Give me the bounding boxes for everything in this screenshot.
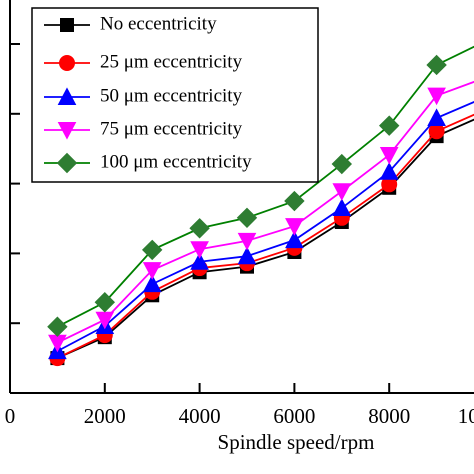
legend-label: 75 μm eccentricity bbox=[100, 118, 243, 139]
series-line bbox=[57, 118, 474, 359]
legend-label: 50 μm eccentricity bbox=[100, 85, 243, 106]
marker bbox=[237, 246, 257, 265]
legend-marker bbox=[59, 55, 75, 71]
marker bbox=[141, 239, 163, 261]
legend-box bbox=[31, 7, 319, 183]
legend-marker bbox=[57, 87, 77, 105]
series-line bbox=[57, 113, 474, 359]
marker bbox=[427, 87, 446, 106]
marker bbox=[285, 230, 304, 249]
x-tick-label: 10000 bbox=[458, 404, 474, 428]
marker bbox=[190, 241, 209, 259]
legend: No eccentricity 25 μm eccentricity 50 μm e… bbox=[31, 7, 319, 183]
x-tick-label: 4000 bbox=[179, 404, 221, 428]
legend-label: 25 μm eccentricity bbox=[100, 51, 243, 72]
marker bbox=[236, 207, 258, 229]
legend-marker bbox=[60, 18, 74, 32]
x-tick-label: 2000 bbox=[84, 404, 126, 428]
series-line bbox=[56, 45, 474, 328]
marker bbox=[332, 183, 352, 201]
marker bbox=[428, 123, 445, 140]
legend-label: No eccentricity bbox=[100, 13, 217, 34]
marker bbox=[426, 54, 447, 76]
x-tick-label: 0 bbox=[5, 404, 16, 428]
legend-marker bbox=[56, 152, 78, 174]
legend-label: 100 μm eccentricity bbox=[100, 151, 252, 172]
x-tick-label: 6000 bbox=[273, 404, 315, 428]
series-line bbox=[57, 80, 474, 344]
marker bbox=[237, 232, 257, 251]
marker bbox=[331, 153, 353, 175]
marker bbox=[142, 262, 162, 280]
marker bbox=[378, 115, 400, 136]
marker bbox=[379, 146, 399, 165]
marker bbox=[332, 198, 352, 217]
marker bbox=[47, 316, 68, 337]
marker bbox=[285, 218, 304, 236]
marker bbox=[427, 108, 446, 126]
x-axis-label: Spindle speed/rpm bbox=[218, 430, 375, 454]
marker bbox=[284, 190, 305, 212]
marker bbox=[142, 274, 162, 293]
marker bbox=[190, 252, 209, 270]
marker bbox=[189, 218, 210, 239]
x-tick-label: 8000 bbox=[368, 404, 410, 428]
marker bbox=[94, 292, 116, 313]
marker bbox=[379, 162, 399, 180]
legend-marker bbox=[57, 122, 77, 140]
series-line bbox=[56, 101, 474, 352]
